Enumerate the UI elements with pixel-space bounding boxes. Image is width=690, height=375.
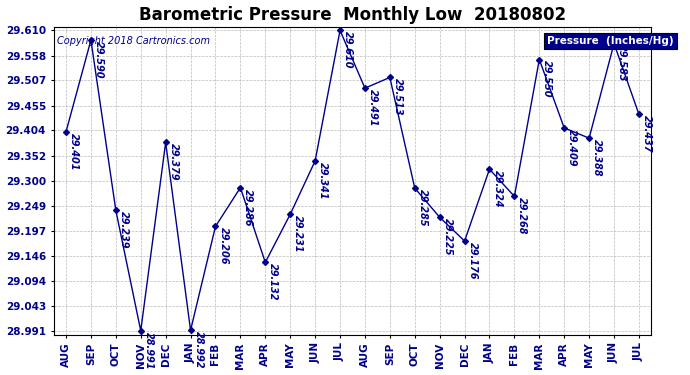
Text: 29.231: 29.231 [293, 215, 303, 253]
Text: 29.590: 29.590 [94, 41, 104, 78]
Text: 29.388: 29.388 [592, 139, 602, 177]
Text: 28.991: 28.991 [144, 332, 154, 369]
Text: 29.176: 29.176 [468, 242, 477, 279]
Text: 28.992: 28.992 [194, 331, 204, 369]
Text: 29.225: 29.225 [443, 218, 453, 256]
Text: 29.132: 29.132 [268, 263, 278, 301]
Text: 29.401: 29.401 [69, 133, 79, 170]
Text: 29.324: 29.324 [493, 170, 502, 208]
Text: 29.206: 29.206 [219, 227, 228, 265]
Text: 29.239: 29.239 [119, 211, 129, 249]
Text: 29.491: 29.491 [368, 89, 378, 127]
Text: 29.379: 29.379 [168, 144, 179, 181]
Text: 29.583: 29.583 [617, 45, 627, 82]
Text: 29.550: 29.550 [542, 60, 552, 98]
Text: 29.268: 29.268 [518, 197, 527, 235]
Text: 29.341: 29.341 [318, 162, 328, 200]
Text: 29.286: 29.286 [244, 189, 253, 226]
Text: Copyright 2018 Cartronics.com: Copyright 2018 Cartronics.com [57, 36, 210, 46]
Text: 29.437: 29.437 [642, 115, 652, 153]
Text: 29.409: 29.409 [567, 129, 578, 166]
Text: Pressure  (Inches/Hg): Pressure (Inches/Hg) [546, 36, 673, 46]
Text: 29.610: 29.610 [343, 32, 353, 69]
Text: 29.513: 29.513 [393, 78, 403, 116]
Text: 29.285: 29.285 [417, 189, 428, 226]
Title: Barometric Pressure  Monthly Low  20180802: Barometric Pressure Monthly Low 20180802 [139, 6, 566, 24]
